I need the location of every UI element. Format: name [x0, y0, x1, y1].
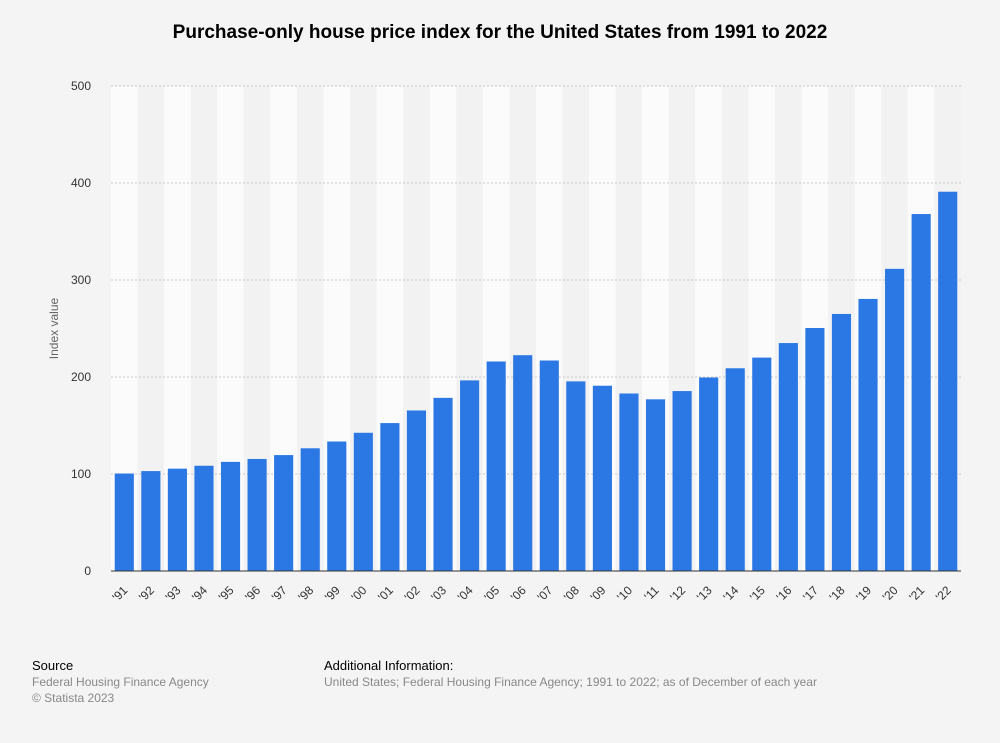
x-tick-label: '20: [880, 583, 901, 604]
x-tick-label: '07: [534, 583, 555, 604]
x-tick-label: '18: [827, 583, 848, 604]
x-tick-label: '13: [694, 583, 715, 604]
bar[interactable]: [300, 448, 320, 571]
bar[interactable]: [699, 377, 719, 571]
bar[interactable]: [194, 465, 214, 571]
bar[interactable]: [486, 361, 506, 571]
bar[interactable]: [831, 313, 852, 571]
bar[interactable]: [858, 298, 878, 571]
y-tick-label: 200: [71, 370, 91, 384]
x-tick-label: '14: [720, 583, 741, 604]
bar[interactable]: [619, 393, 639, 571]
bar[interactable]: [433, 397, 453, 571]
x-tick-label: '21: [906, 583, 927, 604]
bar[interactable]: [778, 343, 798, 571]
bar[interactable]: [672, 391, 692, 571]
x-tick-label: '17: [800, 583, 821, 604]
bar[interactable]: [327, 441, 347, 571]
y-tick-label: 0: [84, 564, 91, 578]
x-tick-label: '22: [933, 583, 954, 604]
x-tick-label: '91: [109, 583, 130, 604]
x-tick-label: '99: [322, 583, 343, 604]
copyright-line[interactable]: © Statista 2023: [32, 691, 115, 705]
bar[interactable]: [353, 432, 373, 571]
x-tick-label: '08: [561, 583, 582, 604]
x-tick-label: '11: [641, 583, 662, 604]
y-tick-label: 300: [71, 273, 91, 287]
bar[interactable]: [752, 357, 772, 571]
y-axis-ticks: 0 100 200 300 400 500: [71, 79, 91, 578]
additional-info-heading: Additional Information:: [324, 658, 454, 673]
bar[interactable]: [592, 385, 612, 571]
x-tick-label: '05: [481, 583, 502, 604]
bar[interactable]: [247, 458, 267, 571]
x-tick-label: '04: [455, 583, 476, 604]
x-tick-label: '09: [588, 583, 609, 604]
x-tick-label: '19: [853, 583, 874, 604]
additional-info-block: Additional Information: United States; F…: [324, 658, 817, 690]
source-block: Source Federal Housing Finance Agency © …: [32, 658, 209, 706]
x-tick-label: '98: [295, 583, 316, 604]
source-line[interactable]: Federal Housing Finance Agency: [32, 675, 209, 689]
x-tick-label: '93: [163, 583, 184, 604]
bars: [114, 191, 958, 572]
x-tick-label: '10: [614, 583, 635, 604]
y-tick-label: 100: [71, 467, 91, 481]
bar[interactable]: [645, 399, 666, 571]
x-tick-label: '94: [189, 583, 210, 604]
bar[interactable]: [911, 214, 931, 572]
bar[interactable]: [805, 328, 825, 571]
bar[interactable]: [460, 380, 480, 571]
x-tick-label: '95: [216, 583, 237, 604]
x-tick-label: '00: [349, 583, 370, 604]
x-tick-label: '97: [269, 583, 290, 604]
bar[interactable]: [167, 468, 187, 571]
bar[interactable]: [938, 191, 958, 572]
x-tick-label: '15: [747, 583, 768, 604]
additional-info-text: United States; Federal Housing Finance A…: [324, 675, 817, 689]
bar[interactable]: [220, 461, 241, 571]
bar[interactable]: [725, 368, 745, 571]
bar[interactable]: [539, 360, 559, 571]
x-tick-label: '96: [242, 583, 263, 604]
x-tick-label: '01: [375, 583, 396, 604]
x-tick-label: '06: [508, 583, 529, 604]
y-tick-label: 500: [71, 79, 91, 93]
x-tick-label: '03: [428, 583, 449, 604]
x-tick-label: '92: [136, 583, 157, 604]
chart-title: Purchase-only house price index for the …: [172, 22, 828, 43]
x-axis-ticks: '91 '92 '93'94 '95'96 '97'98 '99 '00'01 '02'03 '…: [109, 583, 954, 604]
source-heading: Source: [32, 658, 74, 673]
bar[interactable]: [406, 410, 427, 571]
bar[interactable]: [885, 268, 905, 571]
bar[interactable]: [380, 423, 400, 571]
bar[interactable]: [513, 355, 533, 571]
y-axis-label: Index value: [47, 297, 61, 359]
bar[interactable]: [141, 471, 161, 571]
x-tick-label: '16: [774, 583, 795, 604]
bar[interactable]: [274, 455, 294, 571]
x-tick-label: '12: [667, 583, 688, 604]
y-tick-label: 400: [71, 176, 91, 190]
x-tick-label: '02: [402, 583, 423, 604]
bar[interactable]: [566, 381, 586, 571]
bar[interactable]: [114, 473, 134, 571]
